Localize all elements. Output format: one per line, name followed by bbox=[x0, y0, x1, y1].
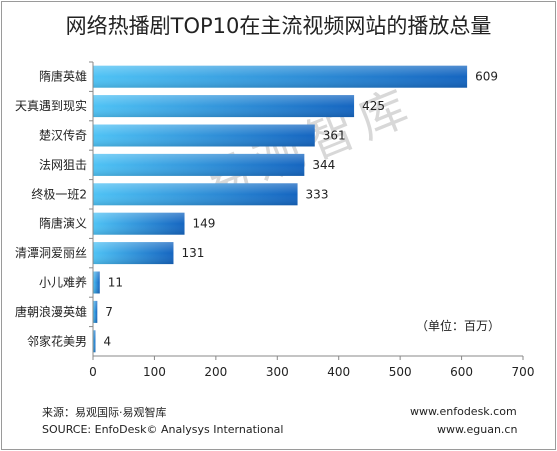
bar-shade bbox=[93, 183, 298, 206]
category-label: 法网狙击 bbox=[39, 158, 87, 172]
bar-shade bbox=[93, 124, 315, 147]
bar-shade bbox=[93, 300, 98, 323]
value-label: 4 bbox=[103, 334, 111, 348]
category-label: 邻家花美男 bbox=[27, 333, 87, 348]
x-tick-label: 600 bbox=[450, 365, 473, 379]
site-eguan: www.eguan.cn bbox=[437, 423, 518, 436]
value-label: 344 bbox=[312, 158, 335, 172]
x-tick-label: 400 bbox=[327, 365, 350, 379]
value-label: 11 bbox=[108, 276, 123, 290]
source-en: SOURCE: EnfoDesk© Analysys International bbox=[42, 423, 284, 436]
value-label: 149 bbox=[193, 217, 216, 231]
bar-shade bbox=[93, 271, 100, 294]
x-tick-label: 300 bbox=[266, 365, 289, 379]
bar-shade bbox=[93, 153, 305, 176]
category-label: 隋唐英雄 bbox=[39, 69, 87, 84]
bar-shade bbox=[93, 242, 174, 265]
category-label: 清潭洞爱丽丝 bbox=[15, 246, 87, 260]
value-label: 333 bbox=[306, 187, 329, 201]
value-label: 425 bbox=[362, 99, 385, 113]
unit-note: （单位：百万） bbox=[416, 318, 500, 333]
x-tick-label: 500 bbox=[389, 365, 412, 379]
x-tick-label: 200 bbox=[204, 365, 227, 379]
value-label: 131 bbox=[181, 246, 204, 260]
category-label: 隋唐演义 bbox=[39, 216, 87, 231]
x-tick-label: 0 bbox=[89, 365, 97, 379]
category-label: 天真遇到现实 bbox=[15, 98, 87, 113]
category-label: 唐朝浪漫英雄 bbox=[15, 304, 87, 319]
x-tick-label: 100 bbox=[143, 365, 166, 379]
bar-shade bbox=[93, 330, 96, 353]
chart-title: 网络热播剧TOP10在主流视频网站的播放总量 bbox=[65, 14, 492, 38]
bar-shade bbox=[93, 95, 355, 118]
source-cn: 来源：易观国际·易观智库 bbox=[42, 406, 167, 419]
value-label: 609 bbox=[475, 70, 498, 84]
x-tick-label: 700 bbox=[512, 365, 535, 379]
site-enfodesk: www.enfodesk.com bbox=[410, 405, 517, 418]
bar-shade bbox=[93, 212, 185, 235]
value-label: 7 bbox=[105, 305, 113, 319]
bar-shade bbox=[93, 65, 468, 88]
category-label: 小儿难养 bbox=[39, 275, 87, 290]
category-label: 终极一班2 bbox=[31, 186, 87, 201]
value-label: 361 bbox=[323, 129, 346, 143]
category-label: 楚汉传奇 bbox=[39, 128, 87, 143]
